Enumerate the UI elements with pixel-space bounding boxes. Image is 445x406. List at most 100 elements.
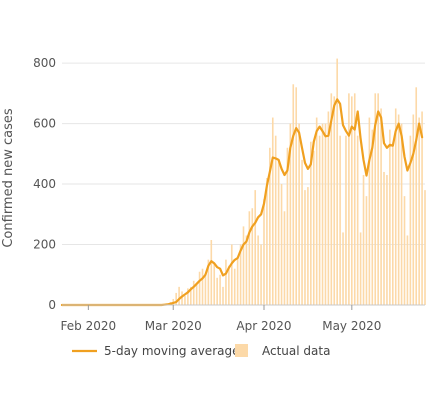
bar bbox=[371, 129, 374, 305]
bar bbox=[201, 268, 204, 305]
moving-average-line bbox=[60, 98, 424, 307]
bar bbox=[362, 174, 365, 305]
x-tick-label: Apr 2020 bbox=[236, 319, 291, 333]
bar bbox=[236, 256, 239, 305]
bar bbox=[274, 135, 277, 305]
bar bbox=[210, 239, 213, 305]
bar bbox=[257, 235, 259, 305]
bar bbox=[192, 280, 195, 305]
bar bbox=[324, 123, 327, 306]
bar bbox=[175, 292, 177, 305]
bar bbox=[333, 96, 336, 306]
bar bbox=[397, 114, 400, 306]
bar bbox=[342, 232, 344, 305]
bar bbox=[310, 141, 312, 305]
actual-data-bars bbox=[163, 58, 426, 306]
bar bbox=[409, 135, 412, 305]
bar bbox=[386, 174, 388, 305]
bar bbox=[327, 111, 330, 306]
bar bbox=[195, 283, 198, 305]
y-tick-label-0: 0 bbox=[48, 298, 56, 312]
bar bbox=[289, 123, 292, 306]
x-tick-label: Mar 2020 bbox=[145, 319, 202, 333]
bar bbox=[415, 87, 418, 306]
bar bbox=[339, 135, 341, 305]
bar bbox=[336, 58, 338, 305]
x-axis-ticks: Feb 2020 Mar 2020 Apr 2020 May 2020 bbox=[61, 305, 381, 333]
bar bbox=[277, 159, 280, 305]
bar bbox=[263, 199, 265, 305]
bar bbox=[245, 235, 248, 305]
bar bbox=[418, 117, 420, 306]
bar bbox=[345, 135, 347, 305]
bar bbox=[348, 93, 350, 306]
bar bbox=[301, 159, 303, 305]
bar bbox=[330, 93, 333, 306]
bar bbox=[230, 244, 233, 305]
bar bbox=[318, 135, 321, 305]
bar bbox=[315, 117, 318, 306]
bar bbox=[213, 262, 216, 305]
bar bbox=[383, 171, 385, 305]
legend-bar-swatch bbox=[235, 344, 248, 357]
bar bbox=[248, 211, 251, 305]
bar bbox=[424, 190, 426, 305]
bar bbox=[374, 93, 377, 306]
bar bbox=[403, 196, 406, 305]
bar bbox=[219, 274, 221, 305]
bar bbox=[242, 226, 245, 305]
bar bbox=[307, 187, 309, 305]
bar bbox=[292, 84, 295, 306]
bar bbox=[365, 196, 368, 305]
bar bbox=[380, 108, 382, 306]
bar bbox=[178, 286, 180, 305]
bar bbox=[198, 271, 201, 305]
bar bbox=[295, 87, 297, 306]
y-axis-ticks: 0 200 400 600 800 bbox=[33, 56, 56, 312]
bar bbox=[353, 93, 356, 306]
legend-label-actual-data: Actual data bbox=[262, 344, 330, 358]
bar bbox=[377, 93, 379, 306]
bar bbox=[269, 147, 271, 305]
bar bbox=[207, 259, 210, 305]
y-tick-label-600: 600 bbox=[33, 117, 56, 131]
bar bbox=[190, 286, 192, 305]
bar bbox=[351, 96, 353, 306]
bar bbox=[283, 211, 286, 305]
bar bbox=[359, 232, 362, 305]
bar bbox=[312, 150, 315, 305]
y-tick-label-200: 200 bbox=[33, 238, 56, 252]
x-tick-label: May 2020 bbox=[322, 319, 381, 333]
bar bbox=[280, 184, 283, 305]
bar bbox=[321, 123, 324, 306]
y-tick-label-800: 800 bbox=[33, 56, 56, 70]
bar bbox=[233, 268, 236, 305]
x-tick-label: Feb 2020 bbox=[61, 319, 117, 333]
bar bbox=[286, 147, 289, 305]
bar bbox=[181, 291, 183, 305]
bar bbox=[184, 295, 186, 305]
bar bbox=[251, 208, 254, 305]
y-tick-label-400: 400 bbox=[33, 177, 56, 191]
bar bbox=[298, 123, 300, 306]
bar bbox=[260, 244, 262, 305]
y-axis-label: Confirmed new cases bbox=[1, 108, 16, 248]
bar bbox=[187, 288, 189, 305]
bar bbox=[412, 114, 415, 306]
bar bbox=[368, 117, 371, 306]
bar bbox=[228, 265, 230, 305]
bar bbox=[204, 274, 207, 305]
bar bbox=[254, 190, 257, 305]
bar bbox=[394, 108, 397, 306]
bar bbox=[391, 144, 394, 305]
bar bbox=[421, 111, 423, 306]
bar bbox=[406, 235, 409, 305]
bar bbox=[400, 123, 403, 306]
bar bbox=[304, 190, 306, 305]
legend-label-moving-average: 5-day moving average bbox=[104, 344, 239, 358]
bar bbox=[271, 117, 274, 306]
bar bbox=[216, 277, 218, 305]
bar bbox=[356, 135, 359, 305]
bar bbox=[239, 244, 242, 305]
